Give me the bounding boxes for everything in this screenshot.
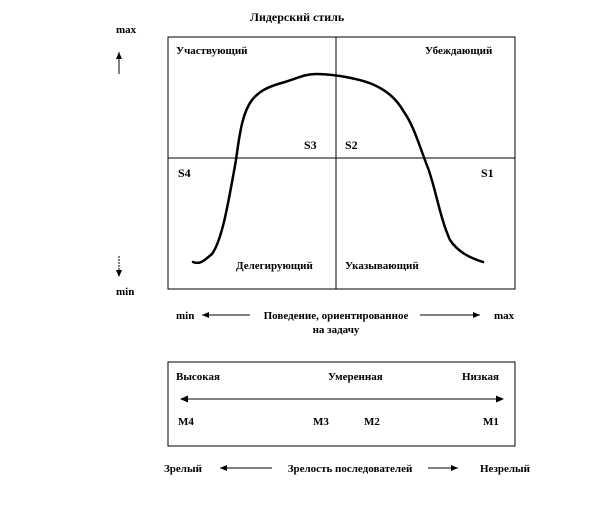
maturity-box-left-arrowhead [180, 395, 188, 403]
y-axis-min-label: min [116, 286, 135, 298]
x-axis-min-label: min [176, 310, 195, 322]
quadrant-label-telling: Указывающий [345, 260, 419, 272]
style-code-s3: S3 [304, 138, 317, 152]
maturity-axis-center-label: Зрелость последователей [287, 463, 413, 475]
style-code-s2: S2 [345, 138, 358, 152]
maturity-level-moderate: Умеренная [328, 371, 383, 383]
maturity-axis-right-label: Незрелый [480, 463, 530, 475]
quadrant-box [167, 36, 516, 290]
quadrant-label-delegating: Делегирующий [236, 260, 313, 272]
style-code-s1: S1 [481, 166, 494, 180]
x-axis-max-label: max [494, 310, 515, 322]
maturity-code-m4: M4 [178, 416, 194, 428]
quadrant-label-selling: Убеждающий [425, 45, 493, 57]
y-axis-max-label: max [116, 24, 137, 36]
style-code-s4: S4 [178, 166, 191, 180]
maturity-box-right-arrowhead [496, 395, 504, 403]
maturity-code-m2: M2 [364, 416, 380, 428]
maturity-box [167, 361, 516, 447]
maturity-code-m1: M1 [483, 416, 499, 428]
maturity-level-low: Низкая [462, 371, 499, 383]
maturity-axis-left-label: Зрелый [164, 463, 202, 475]
quadrant-label-participating: Участвующий [176, 45, 248, 57]
x-axis-label-line2: на задачу [312, 324, 360, 336]
diagram-title: Лидерский стиль [250, 10, 345, 24]
leadership-curve [191, 72, 485, 265]
x-axis-label-line1: Поведение, ориентированное [263, 310, 409, 322]
maturity-code-m3: M3 [313, 416, 329, 428]
maturity-level-high: Высокая [176, 371, 220, 383]
